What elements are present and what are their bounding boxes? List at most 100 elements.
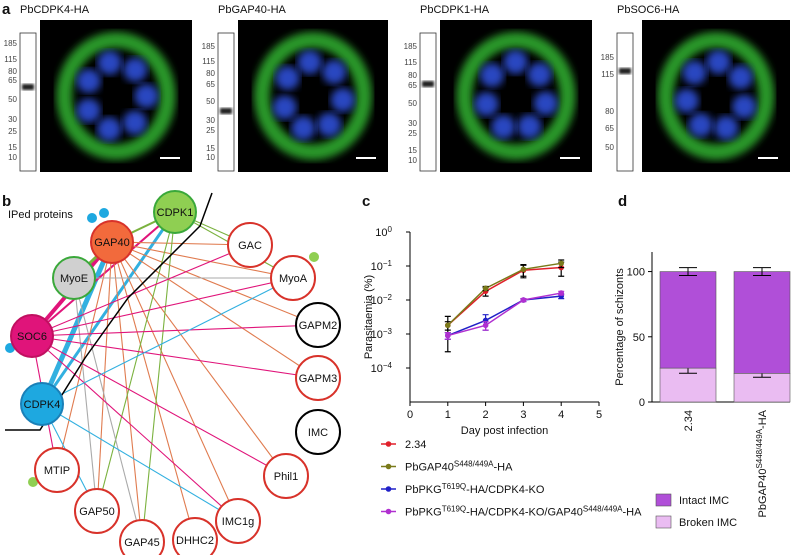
tick-base: 10: [371, 261, 383, 273]
marker-label: 65: [605, 124, 614, 133]
marker-label: 50: [605, 143, 614, 152]
y-tick-label: 50: [633, 332, 645, 344]
y-tick-label: 100: [375, 225, 392, 239]
text-part: -HA: [757, 409, 769, 429]
tick-base: 10: [371, 295, 383, 307]
nucleus: [474, 92, 499, 117]
node-label: GAP50: [79, 506, 114, 518]
edge: [111, 241, 319, 326]
legend-label: 2.34: [405, 439, 426, 451]
superscript: S448/449A: [755, 428, 764, 468]
line: [447, 295, 562, 337]
nucleus: [517, 114, 542, 139]
nucleus: [134, 84, 159, 108]
marker-label: 115: [601, 70, 614, 79]
blot: [217, 32, 235, 172]
nucleus: [297, 50, 322, 75]
edge: [111, 241, 251, 246]
node: [295, 355, 341, 401]
legend-swatch: [655, 515, 672, 529]
marker-label: 25: [8, 127, 17, 136]
nucleus: [479, 63, 504, 88]
y-axis-label: Parasitaemia (%): [363, 275, 375, 359]
node: [20, 382, 64, 426]
node: [90, 220, 134, 264]
node: [10, 314, 54, 358]
node: [52, 256, 96, 300]
panel-title: PbSOC6-HA: [617, 4, 680, 16]
marker-label: 65: [206, 80, 215, 89]
node-label: Phil1: [274, 471, 298, 483]
x-tick-label: 2: [483, 409, 489, 421]
x-tick-label: 4: [558, 409, 564, 421]
nucleus: [275, 65, 300, 90]
nucleus: [76, 68, 101, 93]
legend-marker: [385, 508, 392, 515]
point: [482, 285, 489, 292]
node: [270, 255, 316, 301]
nucleus: [272, 95, 297, 120]
marker-label: 185: [404, 42, 418, 51]
marker-label: 80: [206, 69, 215, 78]
blot-band: [22, 84, 34, 90]
dot: [309, 252, 319, 262]
marker-label: 30: [8, 115, 17, 124]
nucleus: [706, 50, 731, 75]
node: [227, 222, 273, 268]
marker-label: 80: [408, 71, 417, 80]
y-tick-label: 10−4: [371, 361, 393, 375]
x-tick-label: PbGAP40S448/449A-HA: [755, 409, 769, 517]
tick-base: 10: [371, 329, 383, 341]
tick-exponent: −4: [383, 361, 393, 370]
nucleus: [123, 57, 148, 82]
text-part: 2.34: [405, 439, 426, 451]
bar: [733, 271, 791, 374]
marker-label: 115: [404, 58, 417, 67]
point: [558, 260, 564, 267]
node-label: IMC1g: [222, 516, 254, 528]
node-label: MTIP: [44, 465, 70, 477]
node-label: MyoA: [279, 273, 308, 285]
marker-label: 65: [408, 81, 417, 90]
panel-label: a: [2, 1, 11, 18]
point: [558, 290, 564, 296]
edge: [141, 211, 176, 543]
text-part: -HA/CDPK4-KO: [466, 484, 545, 496]
legend-title: IPed proteins: [8, 209, 73, 221]
panel-title: PbGAP40-HA: [218, 4, 287, 16]
nucleus: [728, 65, 753, 90]
membrane-signal: [657, 32, 775, 160]
y-tick-label: 0: [639, 397, 645, 409]
edge: [39, 241, 115, 405]
marker-label: 50: [408, 99, 417, 108]
tick-base: 10: [371, 363, 383, 375]
blot: [616, 32, 634, 172]
nucleus: [732, 94, 757, 119]
y-tick-label: 100: [627, 267, 645, 279]
node-label: DHHC2: [176, 535, 214, 547]
point: [520, 266, 527, 273]
legend-label: Intact IMC: [679, 495, 729, 507]
node-label: GAPM3: [299, 373, 338, 385]
text-part: 2.34: [683, 410, 695, 431]
node: [34, 447, 80, 493]
superscript: S448/449A: [583, 505, 623, 514]
x-tick-label: 5: [596, 409, 602, 421]
bar: [659, 271, 717, 369]
node: [172, 517, 218, 560]
edge: [31, 335, 239, 522]
divider: [5, 192, 213, 431]
panel-label: d: [618, 193, 627, 210]
blot-band: [422, 81, 434, 87]
marker-label: 30: [408, 119, 417, 128]
legend-label: PbPKGT619Q-HA/CDPK4-KO/GAP40S448/449A-HA: [405, 505, 642, 519]
marker-label: 115: [202, 57, 215, 66]
x-tick-label: 0: [407, 409, 413, 421]
node-label: GAPM2: [299, 320, 338, 332]
x-tick-label: 3: [520, 409, 526, 421]
marker-label: 15: [408, 146, 417, 155]
line: [447, 262, 562, 326]
node: [295, 409, 341, 455]
edge: [56, 241, 113, 471]
membrane-signal: [56, 32, 176, 160]
